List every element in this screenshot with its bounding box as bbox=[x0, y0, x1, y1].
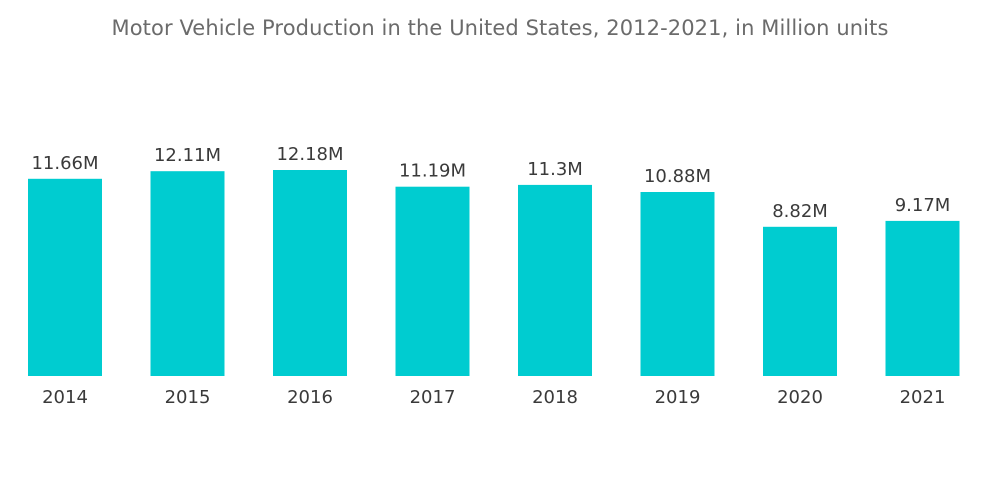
chart-title: Motor Vehicle Production in the United S… bbox=[111, 16, 889, 40]
x-tick-label-2015: 2015 bbox=[165, 387, 211, 408]
data-label-2017: 11.19M bbox=[399, 161, 466, 182]
data-label-2015: 12.11M bbox=[154, 145, 221, 166]
data-label-2021: 9.17M bbox=[895, 195, 951, 216]
bar-2015 bbox=[150, 171, 225, 376]
x-tick-label-2020: 2020 bbox=[777, 387, 823, 408]
x-tick-label-2018: 2018 bbox=[532, 387, 578, 408]
x-tick-label-2014: 2014 bbox=[42, 387, 88, 408]
data-label-2019: 10.88M bbox=[644, 166, 711, 187]
x-tick-label-2021: 2021 bbox=[900, 387, 946, 408]
bar-2021 bbox=[885, 220, 960, 376]
bar-2014 bbox=[28, 178, 102, 376]
x-tick-label-2017: 2017 bbox=[410, 387, 456, 408]
x-tick-label-2016: 2016 bbox=[287, 387, 333, 408]
data-label-2020: 8.82M bbox=[772, 201, 828, 222]
x-tick-label-2019: 2019 bbox=[655, 387, 701, 408]
bar-2020 bbox=[763, 226, 837, 376]
data-label-2014: 11.66M bbox=[31, 153, 98, 174]
data-label-2018: 11.3M bbox=[527, 159, 583, 180]
data-label-2016: 12.18M bbox=[276, 144, 343, 165]
bar-2019 bbox=[640, 192, 715, 376]
bar-2018 bbox=[518, 184, 592, 376]
bar-2017 bbox=[395, 186, 470, 376]
bar-2016 bbox=[273, 170, 347, 376]
